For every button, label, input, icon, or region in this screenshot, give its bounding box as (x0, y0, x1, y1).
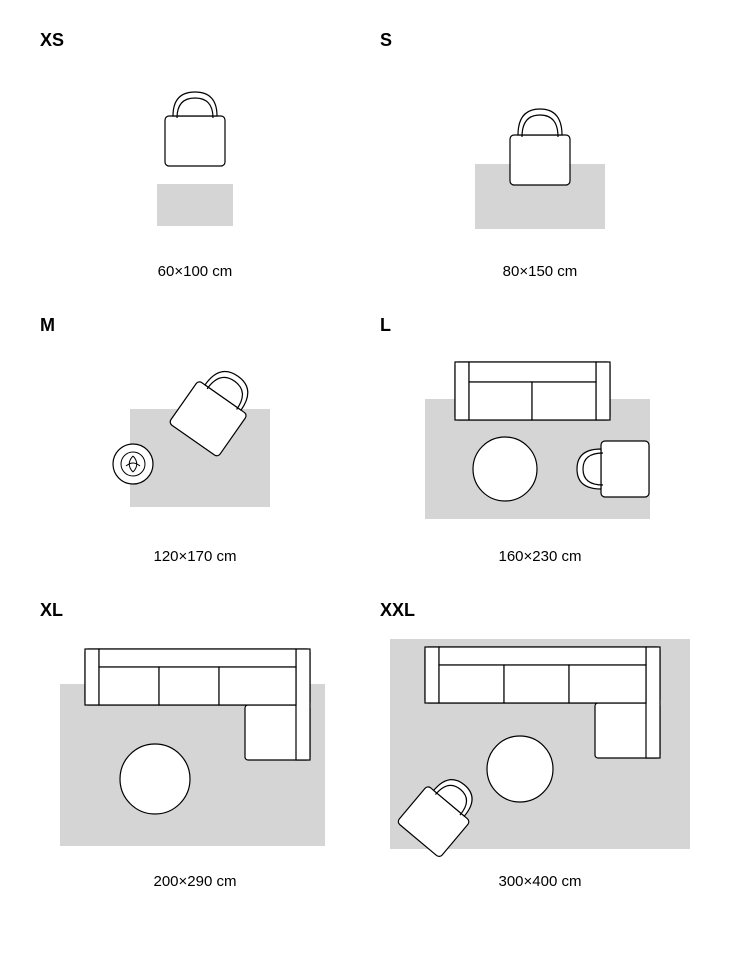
diagram-xl (40, 629, 350, 859)
size-cell-xl: XL (40, 600, 350, 890)
diagram-l (380, 344, 700, 534)
size-code: M (40, 315, 350, 336)
diagram-xs (40, 59, 350, 249)
size-dims: 80×150 cm (380, 263, 700, 280)
size-dims: 160×230 cm (380, 548, 700, 565)
size-dims: 200×290 cm (40, 873, 350, 890)
size-cell-s: S 80×150 cm (380, 30, 700, 280)
size-code: XS (40, 30, 350, 51)
size-dims: 60×100 cm (40, 263, 350, 280)
size-cell-xs: XS 60×100 cm (40, 30, 350, 280)
diagram-s (380, 59, 700, 249)
size-dims: 120×170 cm (40, 548, 350, 565)
size-cell-l: L (380, 315, 700, 565)
size-dims: 300×400 cm (380, 873, 700, 890)
diagram-m (40, 344, 350, 534)
size-cell-xxl: XXL (380, 600, 700, 890)
size-code: S (380, 30, 700, 51)
rug-size-grid: XS 60×100 cm S (40, 30, 700, 890)
diagram-xxl (380, 629, 700, 859)
size-code: XXL (380, 600, 700, 621)
size-code: XL (40, 600, 350, 621)
size-code: L (380, 315, 700, 336)
size-cell-m: M 120×170 cm (40, 315, 350, 565)
